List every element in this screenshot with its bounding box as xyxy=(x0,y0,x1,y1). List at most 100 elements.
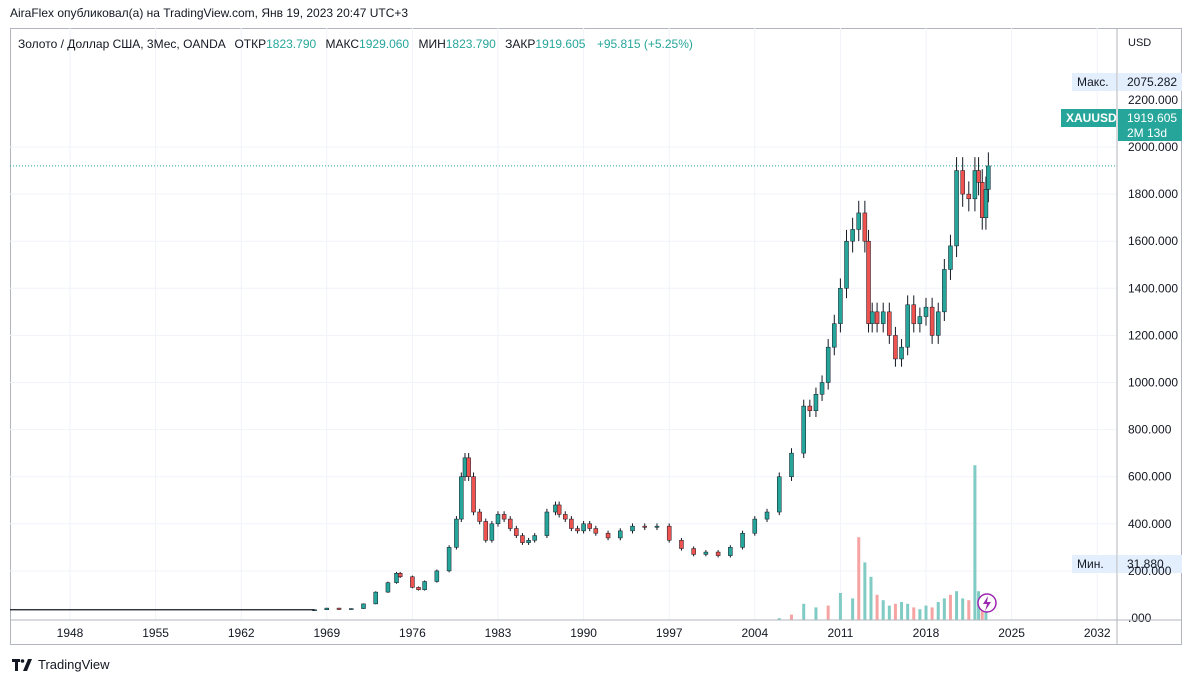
open-label: ОТКР xyxy=(234,37,267,51)
candle-body xyxy=(495,514,501,525)
candle-body xyxy=(935,311,941,336)
price-bg xyxy=(1118,109,1182,141)
candle-body xyxy=(466,457,471,477)
candle-body xyxy=(553,504,558,513)
time-tick-label: 1976 xyxy=(399,626,426,640)
candle-body xyxy=(980,182,985,218)
candle-body xyxy=(532,535,537,541)
candle-body xyxy=(813,394,819,412)
candle-body xyxy=(361,603,366,609)
volume-bar xyxy=(869,576,873,620)
candle-body xyxy=(917,316,923,324)
volume-bar xyxy=(912,607,916,620)
candle-body xyxy=(373,591,378,605)
high-label: МАКС xyxy=(325,37,360,51)
candle-body xyxy=(642,525,647,528)
candle-body xyxy=(976,170,981,183)
candle-body xyxy=(874,311,880,324)
volume-bar xyxy=(777,618,781,620)
label-text: Мин. xyxy=(1077,557,1104,571)
volume-bar xyxy=(955,591,959,620)
candle-body xyxy=(929,306,935,336)
price-tick-label: 1400.000 xyxy=(1128,281,1178,295)
candle-body xyxy=(966,193,972,200)
candle-body xyxy=(501,514,507,520)
min-label: Мин. 31.880 xyxy=(1072,555,1182,573)
candle-body xyxy=(587,523,592,529)
time-tick-label: 2018 xyxy=(913,626,940,640)
candle-body xyxy=(838,288,843,324)
candle-body xyxy=(887,311,892,336)
price-tick-label: .000 xyxy=(1128,611,1152,625)
footer-brand[interactable]: TradingView xyxy=(38,657,110,672)
candle-body xyxy=(477,511,482,522)
volume-bar xyxy=(918,609,922,620)
volume-bar xyxy=(936,602,940,620)
low-label: МИН xyxy=(418,37,446,51)
candle-body xyxy=(869,311,875,324)
price-tick-label: 600.000 xyxy=(1128,470,1172,484)
candle-body xyxy=(764,511,770,520)
symbol-text: XAUUSD xyxy=(1066,111,1117,125)
candle-body xyxy=(489,523,495,541)
candle-body xyxy=(862,212,868,242)
candle-body xyxy=(899,346,904,360)
candle-body xyxy=(434,570,440,582)
candle-body xyxy=(544,511,550,536)
candle-body xyxy=(832,323,837,348)
close-label: ЗАКР xyxy=(505,37,536,51)
candle-body xyxy=(563,514,568,520)
volume-bar xyxy=(881,600,885,620)
volume-bar xyxy=(893,603,897,620)
candle-body xyxy=(825,346,831,383)
time-tick-label: 2004 xyxy=(741,626,768,640)
candle-body xyxy=(986,165,991,190)
candle-body xyxy=(905,304,910,348)
label-text: Макс. xyxy=(1077,75,1109,89)
candle-body xyxy=(471,476,476,513)
price-tick-label: 800.000 xyxy=(1128,423,1172,437)
candle-body xyxy=(911,304,917,324)
price-tick-label: 1200.000 xyxy=(1128,328,1178,342)
candle-body xyxy=(893,335,898,360)
tradingview-logo-icon[interactable] xyxy=(12,658,32,671)
currency-label: USD xyxy=(1128,37,1151,49)
price-tick-label: 1800.000 xyxy=(1128,187,1178,201)
candle-body xyxy=(593,528,599,534)
volume-bar xyxy=(857,537,861,620)
time-tick-label: 1948 xyxy=(57,626,84,640)
change-value: +95.815 (+5.25%) xyxy=(596,37,693,51)
candle-body xyxy=(954,170,959,247)
candle-body xyxy=(960,170,965,195)
price-tick-label: 2000.000 xyxy=(1128,140,1178,154)
open-value: 1823.790 xyxy=(266,37,317,51)
volume-bar xyxy=(930,607,934,620)
time-tick-label: 1983 xyxy=(485,626,512,640)
lightning-icon[interactable] xyxy=(977,593,997,613)
countdown-text: 2M 13d xyxy=(1127,126,1167,140)
volume-bar xyxy=(942,598,946,620)
max-label: Макс. 2075.282 xyxy=(1072,73,1182,91)
symbol-legend: Золото / Доллар США, 3Мес, OANDA ОТКР182… xyxy=(18,37,693,51)
candle-body xyxy=(324,607,330,611)
candle-body xyxy=(385,582,391,593)
candle-body xyxy=(349,608,354,610)
volume-bar xyxy=(851,598,855,620)
volume-bar xyxy=(900,602,904,620)
candle-body xyxy=(923,306,929,317)
time-tick-label: 1997 xyxy=(656,626,683,640)
candle-body xyxy=(336,607,342,610)
lightning-bolt xyxy=(983,596,991,611)
chart-frame xyxy=(10,28,1182,645)
volume-bar xyxy=(924,605,928,620)
candle-body xyxy=(446,547,452,572)
time-tick-label: 1955 xyxy=(142,626,169,640)
volume-bar xyxy=(973,465,977,620)
candle-body xyxy=(422,581,427,590)
high-value: 1929.060 xyxy=(359,37,410,51)
candle-body xyxy=(462,457,468,477)
candle-body xyxy=(942,269,947,313)
candle-body xyxy=(459,476,464,520)
volume-bar xyxy=(948,594,952,620)
